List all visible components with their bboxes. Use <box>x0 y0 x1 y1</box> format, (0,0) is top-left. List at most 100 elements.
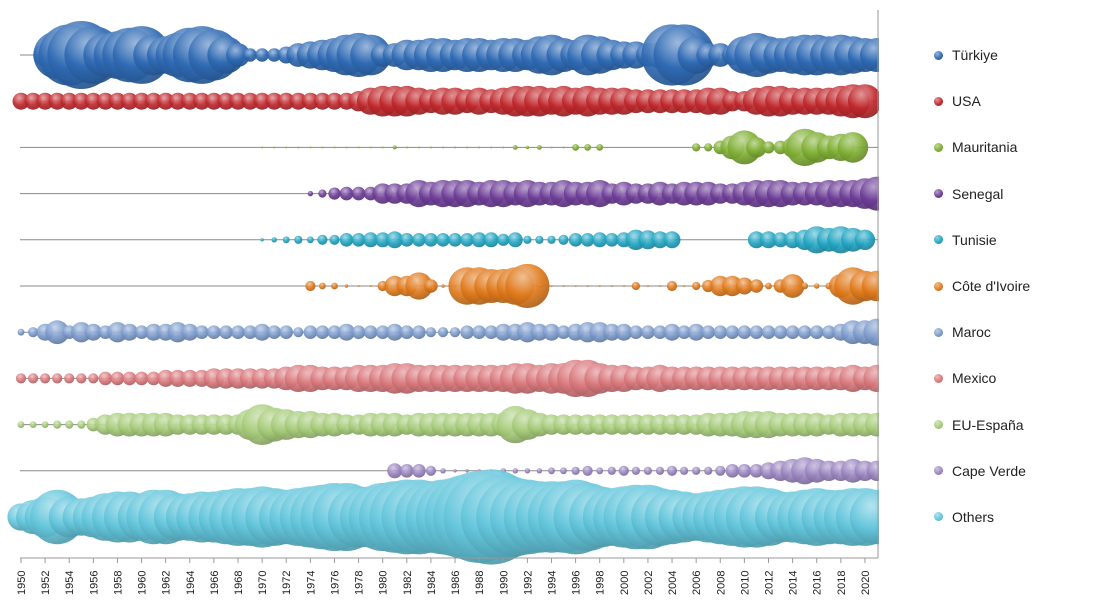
bubble <box>586 285 589 287</box>
bubble <box>762 141 775 154</box>
bubble <box>121 92 138 110</box>
legend-label: Cape Verde <box>952 462 1026 479</box>
series-row-0 <box>20 21 894 89</box>
bubble <box>17 328 25 336</box>
bubble <box>331 282 338 290</box>
bubble <box>425 327 436 338</box>
bubble <box>344 284 349 288</box>
bubble <box>169 369 187 387</box>
bubble <box>584 144 591 151</box>
x-tick-label: 2016 <box>812 571 824 595</box>
bubble <box>229 92 247 110</box>
x-tick-label: 2008 <box>715 571 727 595</box>
bubble <box>535 235 544 244</box>
bubble <box>773 232 788 248</box>
bubble <box>110 371 125 386</box>
bubble <box>605 233 619 247</box>
bubble <box>315 325 330 340</box>
bubble <box>351 325 366 340</box>
bubble <box>725 464 740 478</box>
bubble <box>737 325 752 340</box>
bubble <box>478 146 481 149</box>
bubble <box>550 285 553 287</box>
bubble <box>780 274 805 298</box>
bubble <box>558 234 569 245</box>
bubble <box>243 325 257 340</box>
bubble <box>84 323 102 341</box>
bubble <box>400 464 414 478</box>
bubble <box>677 325 691 340</box>
x-tick-label: 1956 <box>88 571 100 595</box>
legend-item: Cape Verde <box>934 448 1094 494</box>
bubble <box>88 373 99 384</box>
bubble <box>279 325 294 340</box>
x-tick-label: 1972 <box>281 571 293 595</box>
bubble <box>785 325 800 340</box>
bubble <box>134 325 149 340</box>
bubble <box>317 234 328 245</box>
bubble <box>36 92 54 110</box>
bubble <box>24 92 42 110</box>
bubble <box>854 229 876 250</box>
x-tick-label: 1950 <box>16 571 28 595</box>
bubble <box>536 468 543 474</box>
bubble <box>226 43 250 67</box>
bubble <box>109 92 126 110</box>
x-tick-label: 2012 <box>764 571 776 595</box>
bubble <box>405 272 433 300</box>
bubble <box>381 146 384 149</box>
legend-label: Mexico <box>952 370 997 387</box>
bubble <box>309 146 312 149</box>
bubble <box>460 233 474 247</box>
bubble <box>72 92 90 110</box>
bubble <box>655 466 665 475</box>
bubble <box>357 285 360 287</box>
plot-edge-mask <box>879 0 919 560</box>
bubble <box>96 92 114 110</box>
bubble <box>560 467 567 475</box>
x-tick-label: 1960 <box>137 571 149 595</box>
bubble <box>253 92 271 110</box>
x-tick-label: 1962 <box>161 571 173 595</box>
bubble <box>715 465 726 476</box>
bubble <box>562 285 565 287</box>
legend-marker <box>934 142 943 152</box>
x-tick-label: 1974 <box>305 571 317 595</box>
x-tick-label: 1954 <box>64 571 76 595</box>
legend-marker <box>934 281 943 291</box>
bubble <box>386 323 404 341</box>
bubble <box>328 187 341 200</box>
bubble <box>441 284 445 288</box>
bubble <box>333 146 336 149</box>
legend-marker <box>934 512 943 522</box>
bubble <box>530 323 548 341</box>
bubble <box>436 233 450 247</box>
bubble <box>598 285 601 287</box>
bubble <box>680 466 689 475</box>
bubble <box>797 325 812 340</box>
bubble <box>692 143 701 152</box>
legend-marker <box>934 373 943 383</box>
series-row-7 <box>15 359 891 398</box>
bubble <box>453 469 457 473</box>
bubble <box>641 325 655 340</box>
bubble <box>568 233 583 247</box>
bubble <box>145 323 163 341</box>
bubble <box>77 420 86 429</box>
bubble <box>643 466 653 475</box>
bubble <box>466 146 469 149</box>
legend-label: Others <box>952 508 995 525</box>
bubble <box>273 146 276 149</box>
bubble <box>297 146 300 149</box>
bubble <box>327 325 342 340</box>
series-row-2 <box>20 128 878 167</box>
x-tick-label: 2000 <box>619 571 631 595</box>
bubble <box>582 465 593 476</box>
bubble <box>53 420 62 429</box>
bubble <box>822 325 836 340</box>
bubble <box>121 323 138 341</box>
bubble <box>505 263 550 309</box>
bubble <box>449 327 461 338</box>
x-axis-ticks: 1950 1952 1954 1956 1958 1960 1962 1964 1966 1968… <box>16 558 872 595</box>
